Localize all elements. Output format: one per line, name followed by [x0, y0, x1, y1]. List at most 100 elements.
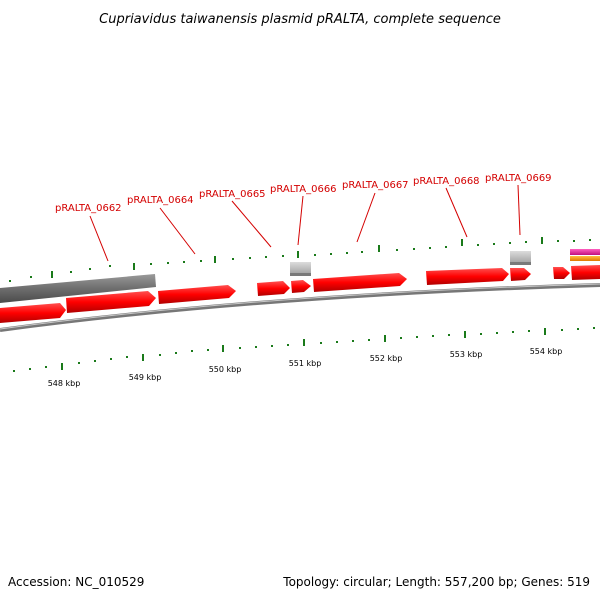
tick — [303, 339, 305, 346]
gene-label-pralta-0668[interactable]: pRALTA_0668 — [413, 176, 480, 187]
tick — [133, 263, 135, 270]
tick — [175, 352, 177, 354]
upper-tick-ring — [9, 237, 591, 282]
gene-label-pralta-0665[interactable]: pRALTA_0665 — [199, 189, 266, 200]
gene-arrow[interactable] — [571, 265, 600, 280]
tick — [183, 261, 185, 263]
feature-orange[interactable] — [570, 256, 600, 261]
tick — [368, 339, 370, 341]
tick — [265, 256, 267, 258]
feature-box-underline — [510, 262, 531, 265]
tick — [89, 268, 91, 270]
kbp-label-549: 549 kbp — [129, 373, 162, 382]
tick — [126, 356, 128, 358]
gene-label-pralta-0666[interactable]: pRALTA_0666 — [270, 184, 337, 195]
kbp-label-548: 548 kbp — [48, 379, 81, 388]
tick — [167, 262, 169, 264]
gene-arrow[interactable] — [553, 267, 570, 279]
tick — [429, 247, 431, 249]
tick — [352, 340, 354, 342]
leader-line — [517, 184, 521, 236]
tick — [384, 335, 386, 342]
kbp-labels: 548 kbp 549 kbp 550 kbp 551 kbp 552 kbp … — [48, 347, 563, 388]
tick — [496, 332, 498, 334]
tick — [528, 330, 530, 332]
tick — [51, 271, 53, 278]
tick — [445, 246, 447, 248]
tick — [70, 271, 72, 273]
tick — [561, 329, 563, 331]
tick — [13, 370, 15, 372]
gene-arrow[interactable] — [426, 268, 509, 285]
tick — [249, 257, 251, 259]
feature-magenta[interactable] — [570, 249, 600, 255]
tick — [525, 241, 527, 243]
gene-arrow[interactable] — [0, 303, 66, 323]
gene-label-pralta-0664[interactable]: pRALTA_0664 — [127, 195, 194, 206]
leader-lines — [89, 184, 521, 262]
tick — [573, 240, 575, 242]
gene-label-pralta-0662[interactable]: pRALTA_0662 — [55, 203, 122, 214]
gray-gene[interactable] — [0, 274, 156, 303]
tick — [239, 347, 241, 349]
tick — [464, 331, 466, 338]
leader-line — [231, 200, 272, 248]
feature-box[interactable] — [290, 262, 311, 273]
tick — [413, 248, 415, 250]
backbone-arc — [0, 283, 600, 332]
tick — [314, 254, 316, 256]
small-features — [290, 249, 600, 276]
tick — [589, 239, 591, 241]
tick — [232, 258, 234, 260]
feature-box[interactable] — [510, 251, 531, 262]
kbp-label-550: 550 kbp — [209, 365, 242, 374]
tick — [541, 237, 543, 244]
tick — [396, 249, 398, 251]
tick — [320, 342, 322, 344]
tick — [222, 345, 224, 352]
accession-text: Accession: NC_010529 — [8, 575, 144, 589]
tick — [282, 255, 284, 257]
gene-arrow[interactable] — [510, 268, 531, 281]
tick — [255, 346, 257, 348]
tick — [577, 328, 579, 330]
feature-box-underline — [290, 273, 311, 276]
gene-arrow[interactable] — [257, 281, 290, 296]
tick — [297, 251, 299, 258]
tick — [448, 334, 450, 336]
topology-stats-text: Topology: circular; Length: 557,200 bp; … — [282, 575, 590, 589]
map-title: Cupriavidus taiwanensis plasmid pRALTA, … — [99, 12, 501, 27]
tick — [94, 360, 96, 362]
tick — [200, 260, 202, 262]
tick — [509, 242, 511, 244]
tick — [480, 333, 482, 335]
gene-arrow[interactable] — [66, 291, 156, 313]
kbp-label-554: 554 kbp — [530, 347, 563, 356]
lower-tick-ring — [13, 327, 595, 372]
gene-arrow[interactable] — [291, 280, 311, 293]
tick — [493, 243, 495, 245]
gene-arrow[interactable] — [158, 285, 236, 304]
tick — [593, 327, 595, 329]
tick — [150, 263, 152, 265]
tick — [214, 256, 216, 263]
reverse-genes — [0, 291, 156, 323]
tick — [544, 328, 546, 335]
tick — [287, 344, 289, 346]
backbone-highlight — [0, 283, 600, 330]
kbp-label-552: 552 kbp — [370, 354, 403, 363]
tick — [512, 331, 514, 333]
tick — [78, 362, 80, 364]
kbp-label-551: 551 kbp — [289, 359, 322, 368]
gene-label-pralta-0667[interactable]: pRALTA_0667 — [342, 180, 409, 191]
tick — [109, 265, 111, 267]
tick — [477, 244, 479, 246]
leader-line — [159, 207, 196, 255]
tick — [346, 252, 348, 254]
gene-labels: pRALTA_0662 pRALTA_0664 pRALTA_0665 pRAL… — [55, 173, 552, 214]
gene-arrow[interactable] — [313, 273, 407, 292]
gene-label-pralta-0669[interactable]: pRALTA_0669 — [485, 173, 552, 184]
tick — [400, 337, 402, 339]
leader-line — [89, 215, 109, 262]
